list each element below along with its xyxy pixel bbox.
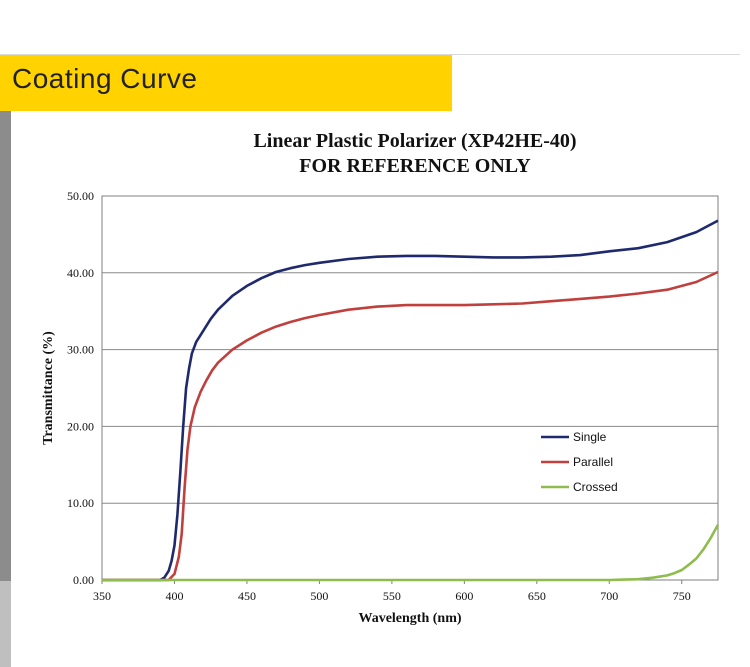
series-line-crossed [102, 524, 720, 582]
legend-label-single: Single [573, 430, 607, 444]
y-tick-label: 50.00 [67, 189, 94, 203]
y-tick-label: 0.00 [73, 573, 94, 587]
x-axis-label: Wavelength (nm) [358, 611, 461, 626]
x-axis-ticks: 350 400 450 500 550 600 650 700 750 [93, 580, 691, 603]
legend-label-parallel: Parallel [573, 455, 613, 469]
x-tick-label: 450 [238, 589, 256, 603]
x-tick-label: 500 [310, 589, 328, 603]
series-line-parallel [102, 270, 719, 582]
legend-label-crossed: Crossed [573, 480, 618, 494]
y-tick-label: 40.00 [67, 266, 94, 280]
plot-area-frame [101, 195, 719, 581]
left-accent-bar-lower [0, 581, 11, 667]
left-accent-bar [0, 111, 11, 581]
header-banner: Coating Curve [0, 55, 452, 111]
x-tick-label: 750 [673, 589, 691, 603]
series-line-single [102, 219, 719, 582]
y-tick-label: 20.00 [67, 419, 94, 433]
series-lines [102, 219, 720, 582]
page-title: Coating Curve [12, 63, 198, 94]
x-tick-label: 350 [93, 589, 111, 603]
x-tick-label: 550 [383, 589, 401, 603]
y-axis-ticks: 0.00 10.00 20.00 30.00 40.00 50.00 [67, 189, 94, 587]
y-axis-label: Transmittance (%) [41, 331, 56, 445]
y-tick-label: 10.00 [67, 496, 94, 510]
y-tick-label: 30.00 [67, 343, 94, 357]
legend: Single Parallel Crossed [541, 430, 618, 494]
x-tick-label: 400 [165, 589, 183, 603]
chart-subtitle: FOR REFERENCE ONLY [299, 155, 531, 177]
chart-title: Linear Plastic Polarizer (XP42HE-40) [253, 130, 577, 152]
x-tick-label: 650 [528, 589, 546, 603]
x-tick-label: 600 [455, 589, 473, 603]
x-tick-label: 700 [600, 589, 618, 603]
top-divider [0, 54, 740, 55]
